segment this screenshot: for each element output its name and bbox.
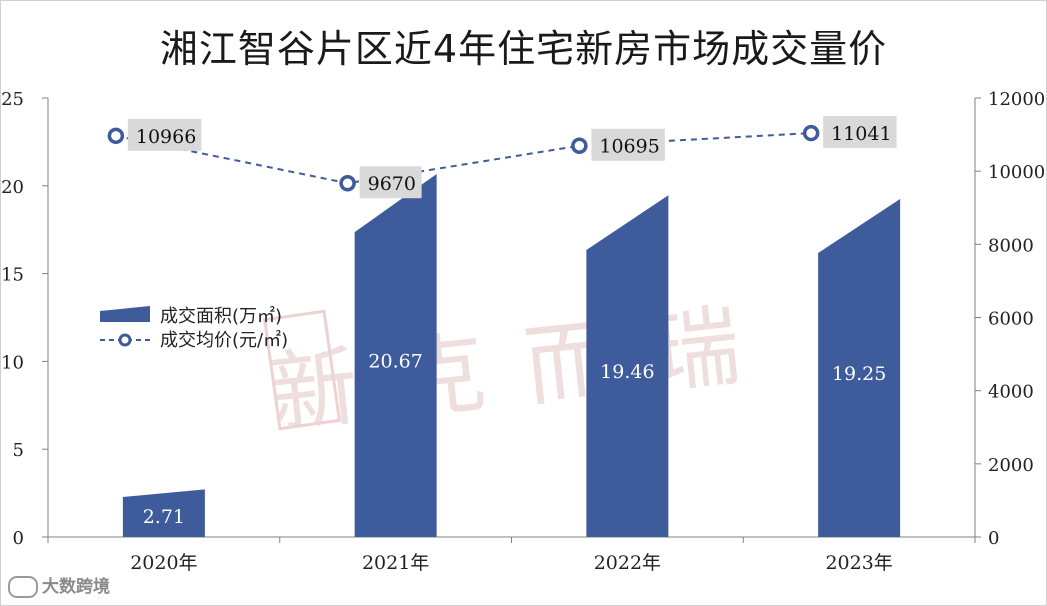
point-marker xyxy=(802,124,820,142)
bars: 2.71 20.67 19.46 19.25 xyxy=(122,174,901,538)
point-label-box xyxy=(591,128,665,161)
right-tick-label: 10000 xyxy=(988,162,1045,183)
point-data-label: 11041 xyxy=(831,123,891,145)
point-data-label: 10695 xyxy=(599,136,659,158)
left-tick-label: 15 xyxy=(1,265,24,286)
bar-data-label: 2.71 xyxy=(143,506,185,528)
right-tick-label: 0 xyxy=(988,528,999,549)
bar-data-label: 19.46 xyxy=(600,361,654,383)
point-label-box xyxy=(359,166,422,199)
x-tick-label: 2022年 xyxy=(594,552,661,574)
right-tick-label: 2000 xyxy=(988,455,1034,476)
point-marker xyxy=(339,174,356,192)
legend-line-marker xyxy=(118,333,132,347)
price-line: 10966 9670 10695 11041 xyxy=(107,116,897,199)
left-tick-label: 10 xyxy=(1,352,24,373)
x-tick-label: 2020年 xyxy=(130,552,197,574)
right-tick-label: 6000 xyxy=(988,309,1034,330)
axes: 0 5 10 15 20 25 0 2000 4000 6000 8000 10000 12000 202… xyxy=(1,89,1045,574)
point-marker xyxy=(107,127,125,145)
bar xyxy=(354,174,437,538)
left-tick-label: 5 xyxy=(13,440,24,461)
right-tick-label: 12000 xyxy=(988,89,1045,110)
left-tick-label: 20 xyxy=(1,177,24,198)
brand-logo: 大数跨境 xyxy=(8,572,110,598)
price-line-path xyxy=(115,132,812,185)
legend-label-area: 成交面积(万㎡) xyxy=(160,305,282,327)
legend-bar-swatch xyxy=(100,306,150,322)
x-tick-label: 2023年 xyxy=(825,552,892,574)
point-marker xyxy=(571,137,588,154)
bar-data-label: 19.25 xyxy=(832,363,886,385)
bar xyxy=(586,195,669,537)
x-tick-label: 2021年 xyxy=(362,552,429,574)
logo-icon xyxy=(8,576,38,598)
point-label-box xyxy=(823,116,897,149)
logo-text: 大数跨境 xyxy=(42,577,110,597)
legend-label-price: 成交均价(元/㎡) xyxy=(160,329,288,351)
point-data-label: 9670 xyxy=(368,173,416,195)
right-tick-label: 8000 xyxy=(988,235,1034,256)
left-tick-label: 0 xyxy=(13,528,24,549)
left-tick-label: 25 xyxy=(1,89,24,110)
point-data-label: 10966 xyxy=(136,126,196,148)
bar xyxy=(122,489,205,537)
chart-title: 湘江智谷片区近4年住宅新房市场成交量价 xyxy=(159,27,888,71)
legend: 成交面积(万㎡)成交均价(元/㎡) xyxy=(100,305,288,351)
right-tick-label: 4000 xyxy=(988,382,1034,403)
point-label-box xyxy=(127,118,202,151)
bar-data-label: 20.67 xyxy=(368,351,422,373)
bar xyxy=(818,198,901,537)
